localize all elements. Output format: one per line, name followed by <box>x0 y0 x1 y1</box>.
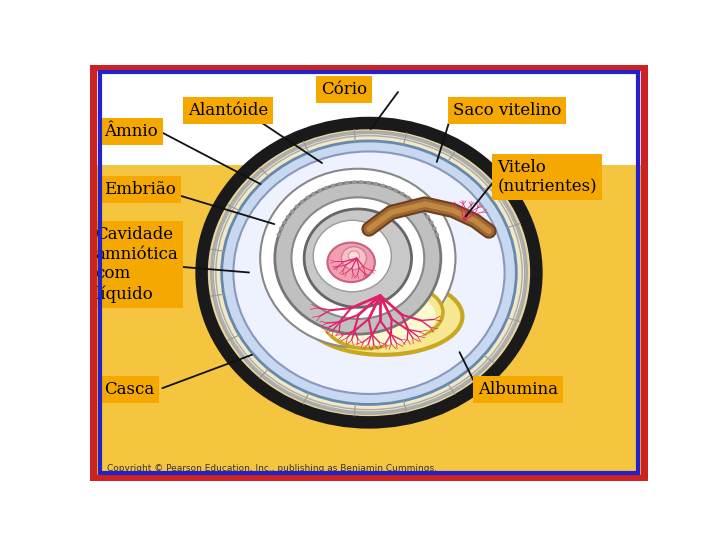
Ellipse shape <box>379 288 443 336</box>
Circle shape <box>312 193 315 195</box>
Circle shape <box>300 201 304 203</box>
Ellipse shape <box>260 168 456 348</box>
Circle shape <box>406 197 410 199</box>
Circle shape <box>291 210 294 213</box>
Circle shape <box>381 184 384 187</box>
Circle shape <box>306 197 310 199</box>
Circle shape <box>417 205 420 208</box>
Circle shape <box>346 181 348 184</box>
Circle shape <box>422 210 425 213</box>
Ellipse shape <box>323 288 410 349</box>
Circle shape <box>412 201 415 203</box>
Ellipse shape <box>292 197 424 319</box>
Circle shape <box>426 215 429 218</box>
Circle shape <box>367 181 370 184</box>
Text: Âmnio: Âmnio <box>104 123 158 140</box>
Ellipse shape <box>304 209 412 307</box>
Text: Casca: Casca <box>104 381 154 397</box>
Text: Cavidade
amniótica
com
líquido: Cavidade amniótica com líquido <box>96 226 179 302</box>
Circle shape <box>325 187 328 189</box>
Ellipse shape <box>348 251 359 261</box>
Circle shape <box>338 183 342 185</box>
Circle shape <box>360 181 363 184</box>
Ellipse shape <box>222 141 516 404</box>
Circle shape <box>435 233 438 236</box>
Ellipse shape <box>328 242 375 282</box>
Ellipse shape <box>341 247 366 269</box>
Circle shape <box>318 190 321 192</box>
Ellipse shape <box>303 278 462 355</box>
Ellipse shape <box>233 151 505 394</box>
Text: Alantóide: Alantóide <box>188 102 268 119</box>
Text: Cório: Cório <box>321 81 367 98</box>
Text: Saco vitelino: Saco vitelino <box>453 102 561 119</box>
Circle shape <box>430 221 433 224</box>
Ellipse shape <box>202 123 536 422</box>
Circle shape <box>283 221 286 224</box>
Circle shape <box>388 187 391 189</box>
Circle shape <box>287 215 290 218</box>
Text: Copyright © Pearson Education, Inc., publishing as Benjamin Cummings.: Copyright © Pearson Education, Inc., pub… <box>107 464 437 473</box>
Circle shape <box>395 190 397 192</box>
Ellipse shape <box>313 220 392 292</box>
Circle shape <box>433 227 436 230</box>
Circle shape <box>280 227 283 230</box>
Circle shape <box>295 205 299 208</box>
Text: Embrião: Embrião <box>104 181 176 198</box>
Ellipse shape <box>275 182 441 334</box>
Text: Vitelo
(nutrientes): Vitelo (nutrientes) <box>498 159 597 195</box>
Circle shape <box>277 233 281 236</box>
Ellipse shape <box>319 287 436 346</box>
Text: Albumina: Albumina <box>478 381 558 397</box>
Circle shape <box>331 184 335 187</box>
Circle shape <box>353 181 356 184</box>
Circle shape <box>400 193 404 195</box>
Ellipse shape <box>212 132 526 414</box>
Circle shape <box>374 183 377 185</box>
Bar <box>90 165 648 481</box>
